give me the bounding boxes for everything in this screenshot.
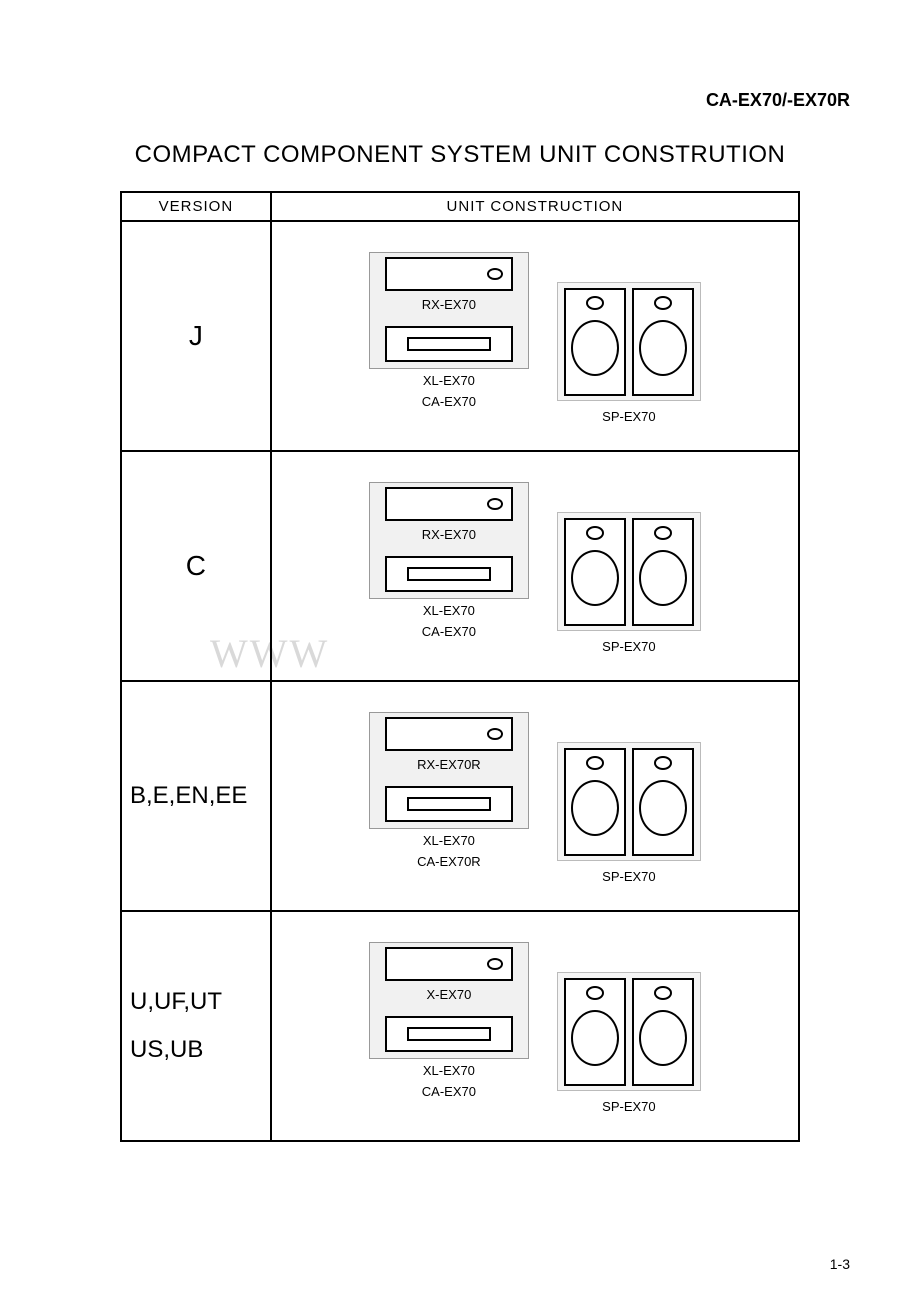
version-label: B,E,EN,EE — [130, 782, 264, 810]
speaker-icon — [564, 288, 626, 396]
receiver-icon — [385, 487, 513, 521]
ca-label: CA-EX70R — [417, 854, 481, 869]
unit-cell: RX-EX70R XL-EX70 CA-EX70R SP-EX70 — [271, 681, 799, 911]
rx-label: RX-EX70 — [370, 527, 528, 542]
table-row: U,UF,UT US,UB X-EX70 XL-EX70 CA-EX70 SP-E… — [121, 911, 799, 1141]
table-row: C RX-EX70 XL-EX70 CA-EX70 SP-EX70 — [121, 451, 799, 681]
sp-label: SP-EX70 — [602, 409, 655, 424]
version-label: J — [128, 320, 264, 352]
main-component-box: RX-EX70 — [369, 482, 529, 599]
unit-diagram: RX-EX70R XL-EX70 CA-EX70R SP-EX70 — [282, 712, 788, 884]
sp-label: SP-EX70 — [602, 639, 655, 654]
version-cell: J — [121, 221, 271, 451]
unit-cell: RX-EX70 XL-EX70 CA-EX70 SP-EX70 — [271, 451, 799, 681]
speaker-icon — [632, 978, 694, 1086]
version-cell: U,UF,UT US,UB — [121, 911, 271, 1141]
xl-label: XL-EX70 — [423, 603, 475, 618]
header-unit: UNIT CONSTRUCTION — [271, 192, 799, 221]
main-component-stack: RX-EX70 XL-EX70 CA-EX70 — [369, 252, 529, 409]
speakers-box — [557, 282, 701, 401]
rx-label: RX-EX70 — [370, 297, 528, 312]
main-component-box: RX-EX70R — [369, 712, 529, 829]
receiver-icon — [385, 257, 513, 291]
version-cell: B,E,EN,EE — [121, 681, 271, 911]
ca-label: CA-EX70 — [422, 624, 476, 639]
unit-diagram: X-EX70 XL-EX70 CA-EX70 SP-EX70 — [282, 942, 788, 1114]
unit-cell: X-EX70 XL-EX70 CA-EX70 SP-EX70 — [271, 911, 799, 1141]
rx-label: X-EX70 — [370, 987, 528, 1002]
speakers-stack: SP-EX70 — [557, 482, 701, 654]
speakers-stack: SP-EX70 — [557, 712, 701, 884]
speakers-stack: SP-EX70 — [557, 252, 701, 424]
rx-label: RX-EX70R — [370, 757, 528, 772]
speaker-icon — [564, 518, 626, 626]
version-label: US,UB — [130, 1036, 264, 1064]
ca-label: CA-EX70 — [422, 1084, 476, 1099]
speakers-box — [557, 972, 701, 1091]
table-row: J RX-EX70 XL-EX70 CA-EX70 SP-EX70 — [121, 221, 799, 451]
xl-label: XL-EX70 — [423, 833, 475, 848]
table-row: B,E,EN,EE RX-EX70R XL-EX70 CA-EX70R SP-E… — [121, 681, 799, 911]
page-title: COMPACT COMPONENT SYSTEM UNIT CONSTRUTIO… — [110, 141, 810, 169]
main-component-stack: X-EX70 XL-EX70 CA-EX70 — [369, 942, 529, 1099]
receiver-icon — [385, 717, 513, 751]
unit-cell: RX-EX70 XL-EX70 CA-EX70 SP-EX70 — [271, 221, 799, 451]
receiver-icon — [385, 947, 513, 981]
unit-construction-table: VERSION UNIT CONSTRUCTION J RX-EX70 XL-E… — [120, 191, 800, 1142]
ca-label: CA-EX70 — [422, 394, 476, 409]
unit-diagram: RX-EX70 XL-EX70 CA-EX70 SP-EX70 — [282, 252, 788, 424]
speaker-icon — [564, 978, 626, 1086]
version-cell: C — [121, 451, 271, 681]
main-component-box: RX-EX70 — [369, 252, 529, 369]
speakers-box — [557, 512, 701, 631]
version-label: C — [128, 550, 264, 582]
sp-label: SP-EX70 — [602, 869, 655, 884]
speaker-icon — [632, 518, 694, 626]
model-header: CA-EX70/-EX70R — [60, 90, 850, 111]
speaker-icon — [632, 748, 694, 856]
main-component-stack: RX-EX70R XL-EX70 CA-EX70R — [369, 712, 529, 869]
deck-icon — [385, 1016, 513, 1052]
deck-icon — [385, 786, 513, 822]
main-component-stack: RX-EX70 XL-EX70 CA-EX70 — [369, 482, 529, 639]
speakers-box — [557, 742, 701, 861]
header-version: VERSION — [121, 192, 271, 221]
deck-icon — [385, 556, 513, 592]
xl-label: XL-EX70 — [423, 373, 475, 388]
unit-diagram: RX-EX70 XL-EX70 CA-EX70 SP-EX70 — [282, 482, 788, 654]
sp-label: SP-EX70 — [602, 1099, 655, 1114]
main-component-box: X-EX70 — [369, 942, 529, 1059]
speaker-icon — [632, 288, 694, 396]
xl-label: XL-EX70 — [423, 1063, 475, 1078]
deck-icon — [385, 326, 513, 362]
speaker-icon — [564, 748, 626, 856]
speakers-stack: SP-EX70 — [557, 942, 701, 1114]
version-label: U,UF,UT — [130, 988, 264, 1016]
page-number: 1-3 — [830, 1256, 850, 1272]
